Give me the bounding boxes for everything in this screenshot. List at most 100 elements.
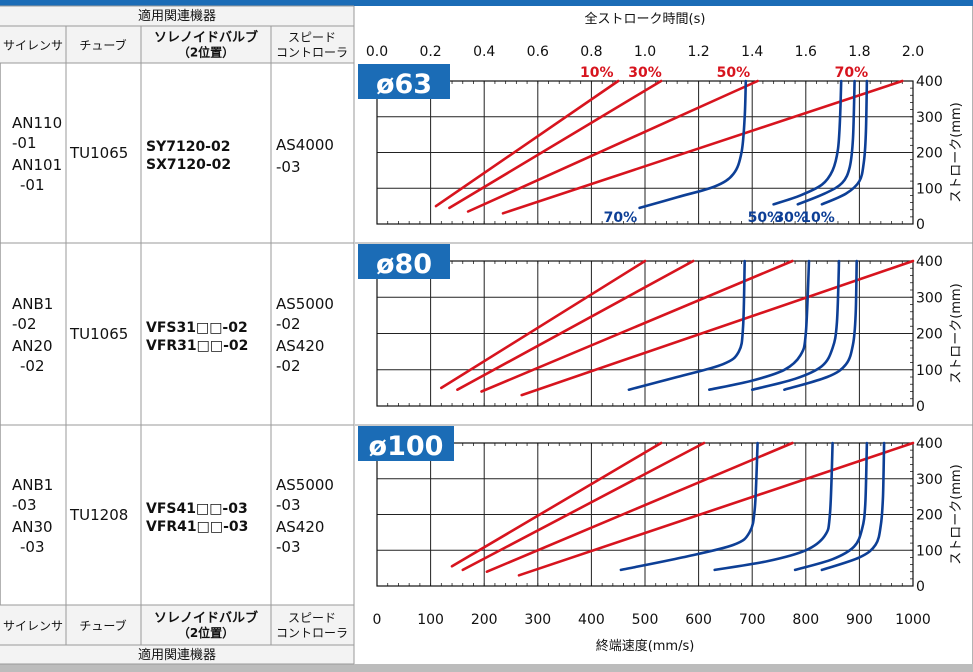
row2-silencer-line: AN20	[12, 337, 53, 355]
bottom-tick-label: 300	[524, 612, 551, 628]
row2-valve-1: VFS31□□-02	[146, 320, 248, 336]
top-tick-label: 0.6	[527, 44, 549, 60]
top-tick-label: 0.4	[473, 44, 495, 60]
bottom-speed-header: スピード	[288, 611, 336, 625]
blue-line-50%	[772, 79, 843, 206]
blue-percent-label: 10%	[801, 210, 835, 226]
bottom-tick-label: 900	[846, 612, 873, 628]
blue-line-10%	[783, 259, 858, 391]
blue-percent-label: 30%	[774, 210, 808, 226]
blue-line-70%	[627, 259, 746, 391]
right-tick-label: 200	[916, 146, 943, 162]
bottom-tick-label: 1000	[895, 612, 931, 628]
right-tick-label: 400	[916, 436, 943, 452]
header-group-bg	[0, 6, 354, 26]
bottom-axis-label: 終端速度(mm/s)	[596, 638, 695, 654]
row3-speed-line: -03	[276, 538, 301, 556]
row1-silencer-line: -01	[20, 176, 45, 194]
row2-speed-line: -02	[276, 315, 301, 333]
red-line-50%	[466, 79, 759, 213]
blue-line-50%	[713, 441, 834, 572]
bore-badge	[358, 244, 450, 279]
top-tick-label: 1.4	[741, 44, 763, 60]
bottom-tick-label: 400	[578, 612, 605, 628]
right-tick-label: 0	[916, 217, 925, 233]
row3-silencer-line: ANB1	[12, 476, 53, 494]
row2-speed-line: AS420	[276, 337, 324, 355]
bore-badge-label: ø63	[376, 69, 432, 100]
red-percent-label: 50%	[717, 65, 751, 81]
top-tick-label: 0.0	[366, 44, 388, 60]
bottom-tick-label: 800	[792, 612, 819, 628]
chart-area: 全ストローク時間(s) 0.0 0.2 0.4 0.6 0.8 1.0 1.2 1.4 1.6 1.…	[355, 6, 973, 654]
bore-badge	[358, 426, 454, 461]
right-tick-label: 100	[916, 543, 943, 559]
row3-speed-line: AS420	[276, 518, 324, 536]
bottom-tick-label: 0	[373, 612, 382, 628]
row2-silencer-line: -02	[20, 357, 45, 375]
top-tube-header: チューブ	[79, 38, 126, 53]
blue-line-30%	[750, 259, 841, 391]
blue-line-30%	[793, 441, 869, 572]
bottom-tick-label: 600	[685, 612, 712, 628]
bottom-valve-header: ソレノイドバルブ	[154, 610, 258, 626]
top-valve-header: ソレノイドバルブ	[154, 30, 258, 46]
blue-line-10%	[820, 79, 869, 206]
top-tick-label: 1.0	[634, 44, 656, 60]
header-columns-bg	[0, 26, 354, 63]
right-tick-label: 300	[916, 110, 943, 126]
top-valve-subheader: （2位置）	[178, 45, 234, 60]
red-line-10%	[439, 259, 647, 390]
footer-bg	[0, 605, 354, 664]
right-axis-label: ストローク(mm)	[949, 464, 964, 564]
red-line-30%	[461, 441, 706, 572]
blue-line-30%	[796, 79, 856, 206]
bottom-tick-label: 100	[417, 612, 444, 628]
bottom-shade-bar	[0, 664, 973, 672]
right-tick-label: 300	[916, 472, 943, 488]
top-tick-label: 0.8	[580, 44, 602, 60]
top-tick-label: 1.6	[795, 44, 817, 60]
bore-badge-label: ø80	[376, 249, 432, 280]
top-tick-label: 1.8	[848, 44, 870, 60]
row1-valve-1: SY7120-02	[146, 139, 230, 155]
red-percent-label: 10%	[580, 65, 614, 81]
row3-speed-line: -03	[276, 496, 301, 514]
red-line-30%	[456, 259, 695, 392]
top-tick-label: 0.2	[419, 44, 441, 60]
bottom-tube-header: チューブ	[79, 618, 126, 633]
row3-valve-2: VFR41□□-03	[146, 519, 248, 535]
red-line-70%	[520, 259, 915, 397]
bore-badge	[358, 64, 450, 99]
right-tick-label: 100	[916, 363, 943, 379]
right-tick-label: 300	[916, 290, 943, 306]
row3-valve-1: VFS41□□-03	[146, 501, 248, 517]
plot-border	[376, 442, 914, 587]
header-group-label: 適用関連機器	[138, 8, 216, 24]
bottom-tick-label: 200	[471, 612, 498, 628]
right-tick-label: 200	[916, 508, 943, 524]
bottom-silencer-header: サイレンサ	[3, 619, 63, 633]
bottom-tick-label: 700	[739, 612, 766, 628]
top-accent-bar	[0, 0, 973, 6]
right-tick-label: 0	[916, 399, 925, 415]
red-line-70%	[517, 441, 915, 577]
blue-line-50%	[708, 259, 811, 391]
row3-silencer-line: -03	[12, 496, 37, 514]
red-line-50%	[480, 259, 794, 393]
row1-silencer-line: AN101	[12, 156, 62, 174]
blue-percent-label: 70%	[604, 210, 638, 226]
right-tick-label: 0	[916, 579, 925, 595]
row2-valve-2: VFR31□□-02	[146, 338, 248, 354]
blue-line-70%	[619, 441, 759, 572]
row1-silencer-line: -01	[12, 134, 37, 152]
row2-tube: TU1065	[69, 325, 128, 343]
plot-border	[376, 80, 914, 225]
row2-speed-line: -02	[276, 357, 301, 375]
row2-speed-line: AS5000	[276, 295, 334, 313]
red-percent-label: 70%	[835, 65, 869, 81]
row3-silencer-line: AN30	[12, 518, 53, 536]
bottom-tick-label: 500	[632, 612, 659, 628]
